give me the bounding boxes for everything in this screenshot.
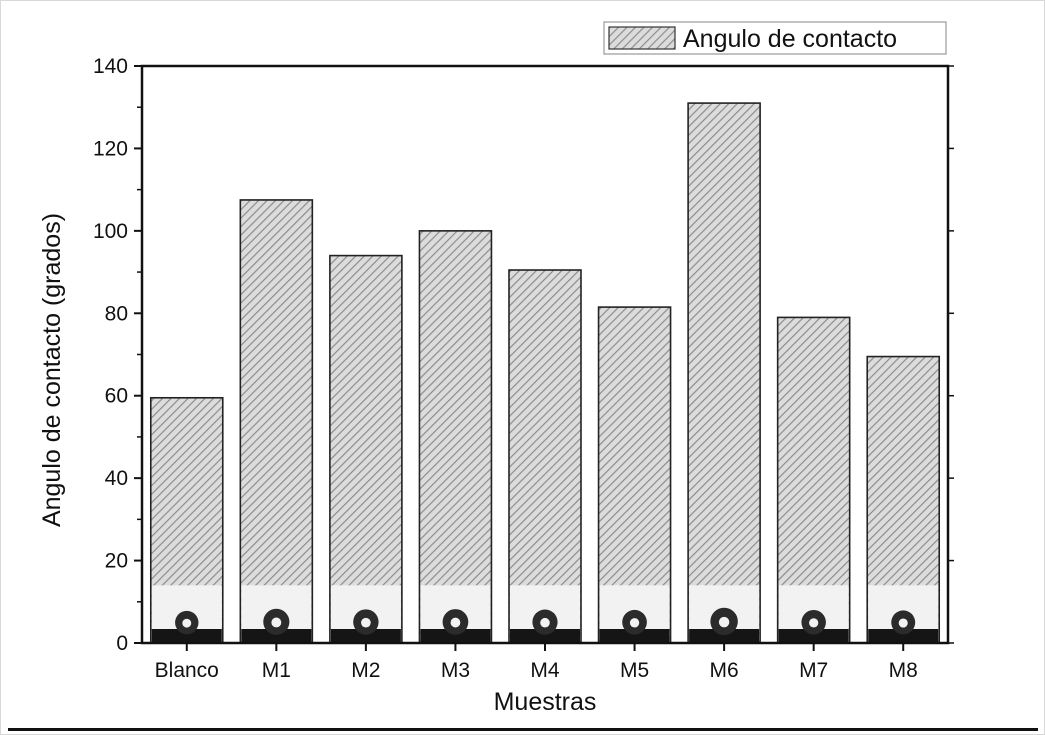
substrate-surface [241,629,312,643]
bars-layer [149,102,941,644]
substrate-surface [151,629,222,643]
y-tick-label: 100 [93,220,128,243]
y-tick-label: 0 [116,632,128,655]
substrate-surface [868,629,939,643]
substrate-surface [689,629,760,643]
x-tick-label: M7 [799,659,828,682]
substrate-surface [510,629,580,643]
droplet-inset-m3 [420,585,491,643]
y-axis-title: Angulo de contacto (grados) [38,213,66,527]
droplet-inset-m5 [599,585,670,643]
droplet-highlight [450,617,461,628]
substrate-surface [330,629,401,643]
substrate-surface [778,629,849,643]
bar-m3 [418,230,493,644]
x-tick-label: M5 [620,659,649,682]
droplet-highlight [361,617,371,628]
x-tick-label: M6 [710,659,739,682]
droplet-highlight [718,616,730,628]
y-tick-label: 20 [105,550,128,573]
x-tick-label: M8 [889,659,918,682]
substrate-surface [420,629,491,643]
substrate-surface [599,629,670,643]
legend: Angulo de contacto [603,21,947,55]
droplet-highlight [271,617,282,628]
y-tick-label: 120 [93,137,128,160]
y-axis: 0 20 40 60 80 100 120 140 [93,55,954,655]
x-tick-label: M3 [441,659,470,682]
droplet-inset-m4 [510,585,580,643]
droplet-insets-layer [151,585,939,643]
bar-m2 [329,254,403,644]
bar-m6 [687,102,761,644]
x-axis: Blanco M1 M2 M3 M4 M5 M6 M7 M8 [155,643,918,682]
droplet-highlight [540,617,550,628]
y-tick-label: 80 [105,302,128,325]
x-axis-title: Muestras [494,688,597,716]
droplet-inset-blanco [151,585,222,643]
legend-label: Angulo de contacto [683,25,897,53]
droplet-inset-m6 [689,585,760,643]
x-tick-label: M4 [530,659,559,682]
legend-swatch [608,26,676,50]
x-tick-label: M1 [262,659,291,682]
droplet-inset-m7 [778,585,849,643]
droplet-inset-m1 [241,585,312,643]
droplet-highlight [629,618,640,628]
droplet-inset-m2 [330,585,401,643]
droplet-highlight [898,618,908,628]
droplet-highlight [809,618,819,628]
y-tick-label: 60 [105,385,128,408]
droplet-highlight [182,618,192,628]
y-tick-label: 140 [93,55,128,78]
x-tick-label: Blanco [155,659,219,682]
droplet-inset-m8 [868,585,939,643]
figure-bottom-rule [8,728,1038,731]
x-tick-label: M2 [351,659,380,682]
bar-m1 [239,199,314,644]
y-tick-label: 40 [105,467,128,490]
